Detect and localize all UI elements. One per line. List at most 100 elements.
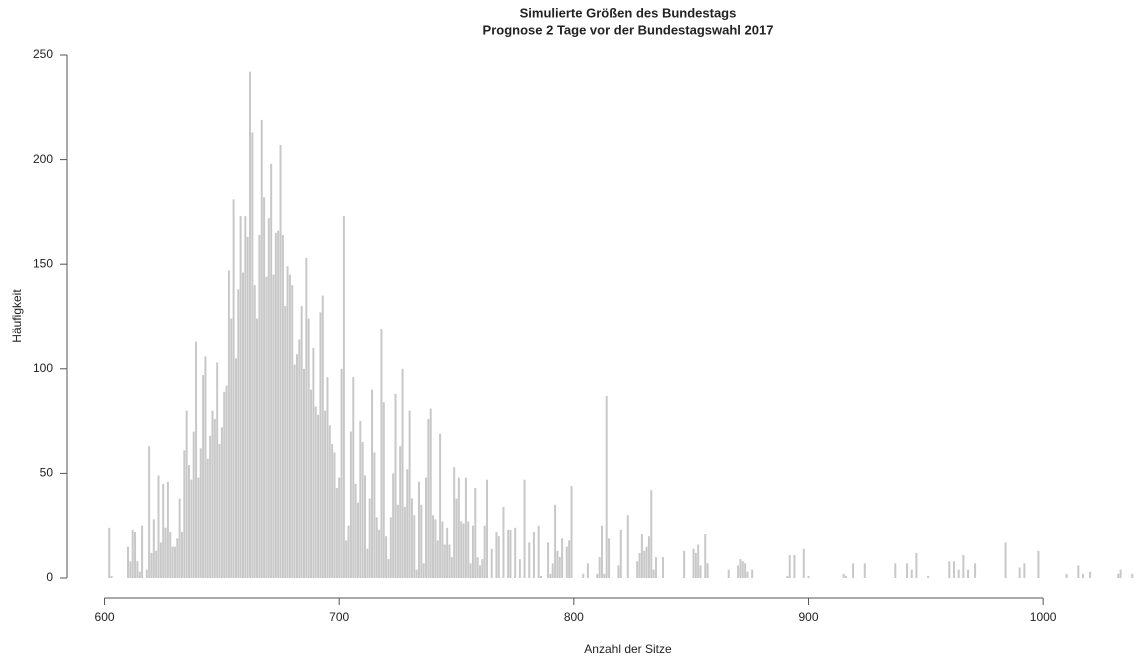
y-tick-label: 100 (33, 361, 53, 375)
bar (277, 230, 280, 578)
bar (260, 119, 263, 579)
bar (288, 274, 291, 578)
bar (157, 475, 160, 578)
bar (1065, 573, 1068, 578)
bar (326, 377, 329, 578)
bar (495, 531, 498, 578)
bar (1004, 542, 1007, 578)
chart-subtitle: Prognose 2 Tage vor der Bundestagswahl 2… (483, 22, 774, 37)
y-tick-label: 150 (33, 256, 53, 270)
bar (220, 427, 223, 578)
bar (596, 573, 599, 578)
bar (582, 573, 585, 578)
bar (927, 575, 930, 578)
bar (948, 561, 951, 578)
bar (239, 216, 242, 579)
bar (467, 521, 470, 578)
bar (478, 565, 481, 578)
bar (1131, 573, 1134, 578)
bar (471, 525, 474, 578)
bar (441, 521, 444, 578)
y-tick-label: 200 (33, 152, 53, 166)
bar (539, 575, 542, 578)
bar (152, 519, 155, 578)
bar (178, 498, 181, 578)
bar (554, 504, 557, 578)
bar (382, 402, 385, 578)
bar (244, 216, 247, 579)
bar (141, 525, 144, 578)
bar (253, 285, 256, 578)
bar (446, 527, 449, 578)
bar (617, 565, 620, 578)
bar (392, 473, 395, 578)
bar (258, 234, 261, 579)
bar (636, 561, 639, 578)
bar (185, 410, 188, 578)
x-axis-label: Anzahl der Sitze (584, 642, 672, 656)
bar (476, 557, 479, 578)
bar (556, 550, 559, 578)
bar (173, 546, 176, 578)
bar (246, 237, 249, 578)
bar (385, 536, 388, 578)
bar (134, 531, 137, 578)
bar (366, 548, 369, 578)
bar (699, 565, 702, 578)
bar (453, 467, 456, 578)
bar (286, 266, 289, 578)
bar (284, 306, 287, 578)
bar (237, 289, 240, 578)
bar (807, 575, 810, 578)
bar (223, 391, 226, 578)
bar (375, 517, 378, 578)
bar (957, 569, 960, 578)
bar (704, 534, 707, 578)
bar (694, 552, 697, 578)
chart-title: Simulierte Größen des Bundestags (520, 5, 737, 20)
bar (197, 477, 200, 578)
bar (549, 573, 552, 578)
x-tick-label: 600 (95, 610, 115, 624)
bar (894, 563, 897, 578)
bar (906, 563, 909, 578)
bar (403, 506, 406, 578)
bar (331, 444, 334, 578)
bar (368, 498, 371, 578)
bar (523, 479, 526, 578)
bar (356, 502, 359, 578)
bar (199, 448, 202, 578)
bar (312, 347, 315, 578)
bar (528, 542, 531, 578)
bar (324, 410, 327, 578)
bar (345, 540, 348, 578)
y-tick-label: 50 (40, 466, 54, 480)
bar (608, 538, 611, 578)
bar (514, 527, 517, 578)
bar (436, 540, 439, 578)
bar (746, 571, 749, 578)
bar (483, 525, 486, 578)
y-axis-label: Häufigkeit (10, 289, 24, 343)
bar (460, 521, 463, 578)
bar (155, 550, 158, 578)
bar (570, 485, 573, 578)
bar (232, 199, 235, 578)
bar (561, 538, 564, 578)
bar (131, 529, 134, 578)
bar (401, 368, 404, 578)
bar (380, 329, 383, 578)
x-tick-label: 700 (329, 610, 349, 624)
bar (295, 354, 298, 578)
bar (427, 419, 430, 578)
bar (450, 557, 453, 578)
bar (378, 529, 381, 578)
bar (962, 554, 965, 578)
bar (739, 559, 742, 578)
bar (842, 573, 845, 578)
bar (310, 389, 313, 578)
bar (706, 563, 709, 578)
bar (267, 218, 270, 578)
bar (265, 276, 268, 578)
